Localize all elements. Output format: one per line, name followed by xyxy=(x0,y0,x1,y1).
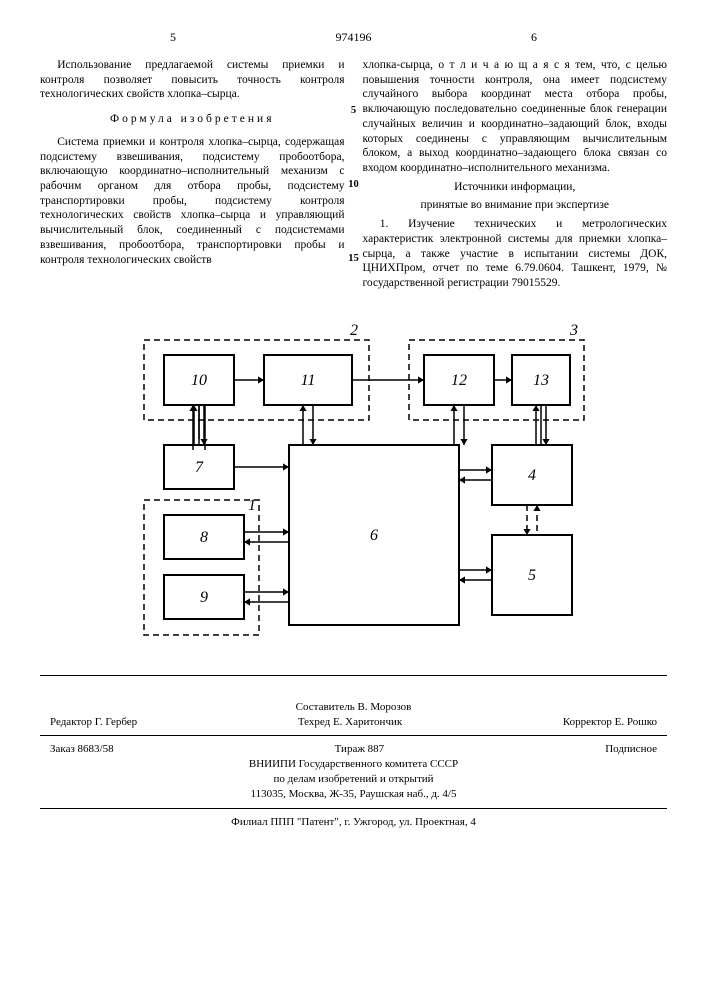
page-num-right: 6 xyxy=(531,30,537,45)
circulation: Тираж 887 xyxy=(335,742,385,757)
svg-text:1: 1 xyxy=(248,497,256,514)
svg-text:3: 3 xyxy=(569,322,578,339)
right-para-1: хлопка-сырца, о т л и ч а ю щ а я с я те… xyxy=(363,58,668,176)
svg-text:10: 10 xyxy=(191,372,207,389)
compiler: Составитель В. Морозов xyxy=(40,700,667,715)
editor: Редактор Г. Гербер xyxy=(50,715,137,730)
svg-text:4: 4 xyxy=(528,467,536,484)
svg-text:11: 11 xyxy=(300,372,315,389)
org-line-1: ВНИИПИ Государственного комитета СССР xyxy=(40,757,667,772)
divider xyxy=(40,735,667,736)
divider xyxy=(40,808,667,809)
line-marker-10: 10 xyxy=(347,178,361,191)
right-para-2: 1. Изучение технических и метрологически… xyxy=(363,217,668,291)
divider xyxy=(40,675,667,676)
formula-title: Формула изобретения xyxy=(40,112,345,127)
corrector: Корректор Е. Рошко xyxy=(563,715,657,730)
sources-title: Источники информации, xyxy=(363,180,668,195)
svg-text:13: 13 xyxy=(533,372,549,389)
footer: Составитель В. Морозов Редактор Г. Гербе… xyxy=(40,700,667,830)
svg-text:6: 6 xyxy=(370,527,378,544)
order: Заказ 8683/58 xyxy=(50,742,114,757)
svg-text:7: 7 xyxy=(195,459,204,476)
subscription: Подписное xyxy=(605,742,657,757)
tech-editor: Техред Е. Харитончик xyxy=(298,715,402,730)
svg-text:8: 8 xyxy=(200,529,208,546)
line-marker-5: 5 xyxy=(347,104,361,117)
svg-text:5: 5 xyxy=(528,567,536,584)
patent-number: 974196 xyxy=(336,30,372,45)
line-marker-15: 15 xyxy=(347,252,361,265)
svg-text:12: 12 xyxy=(451,372,467,389)
block-diagram: 2 3 1 10 11 12 13 7 8 9 6 4 5 xyxy=(104,315,604,655)
svg-text:2: 2 xyxy=(350,322,358,339)
sources-sub: принятые во внимание при экспертизе xyxy=(363,198,668,213)
svg-text:9: 9 xyxy=(200,589,208,606)
page-num-left: 5 xyxy=(170,30,176,45)
left-para-1: Использование предлагаемой системы прием… xyxy=(40,58,345,102)
right-column: хлопка-сырца, о т л и ч а ю щ а я с я те… xyxy=(363,58,668,295)
text-columns: 5 10 15 Использование предлагаемой систе… xyxy=(40,58,667,295)
org-line-2: по делам изобретений и открытий xyxy=(40,772,667,787)
left-column: Использование предлагаемой системы прием… xyxy=(40,58,345,295)
left-para-2: Система приемки и контроля хлопка–сырца,… xyxy=(40,135,345,267)
address: 113035, Москва, Ж-35, Раушская наб., д. … xyxy=(40,787,667,802)
page-header: 5 974196 6 xyxy=(40,30,667,50)
branch: Филиал ППП "Патент", г. Ужгород, ул. Про… xyxy=(40,815,667,830)
